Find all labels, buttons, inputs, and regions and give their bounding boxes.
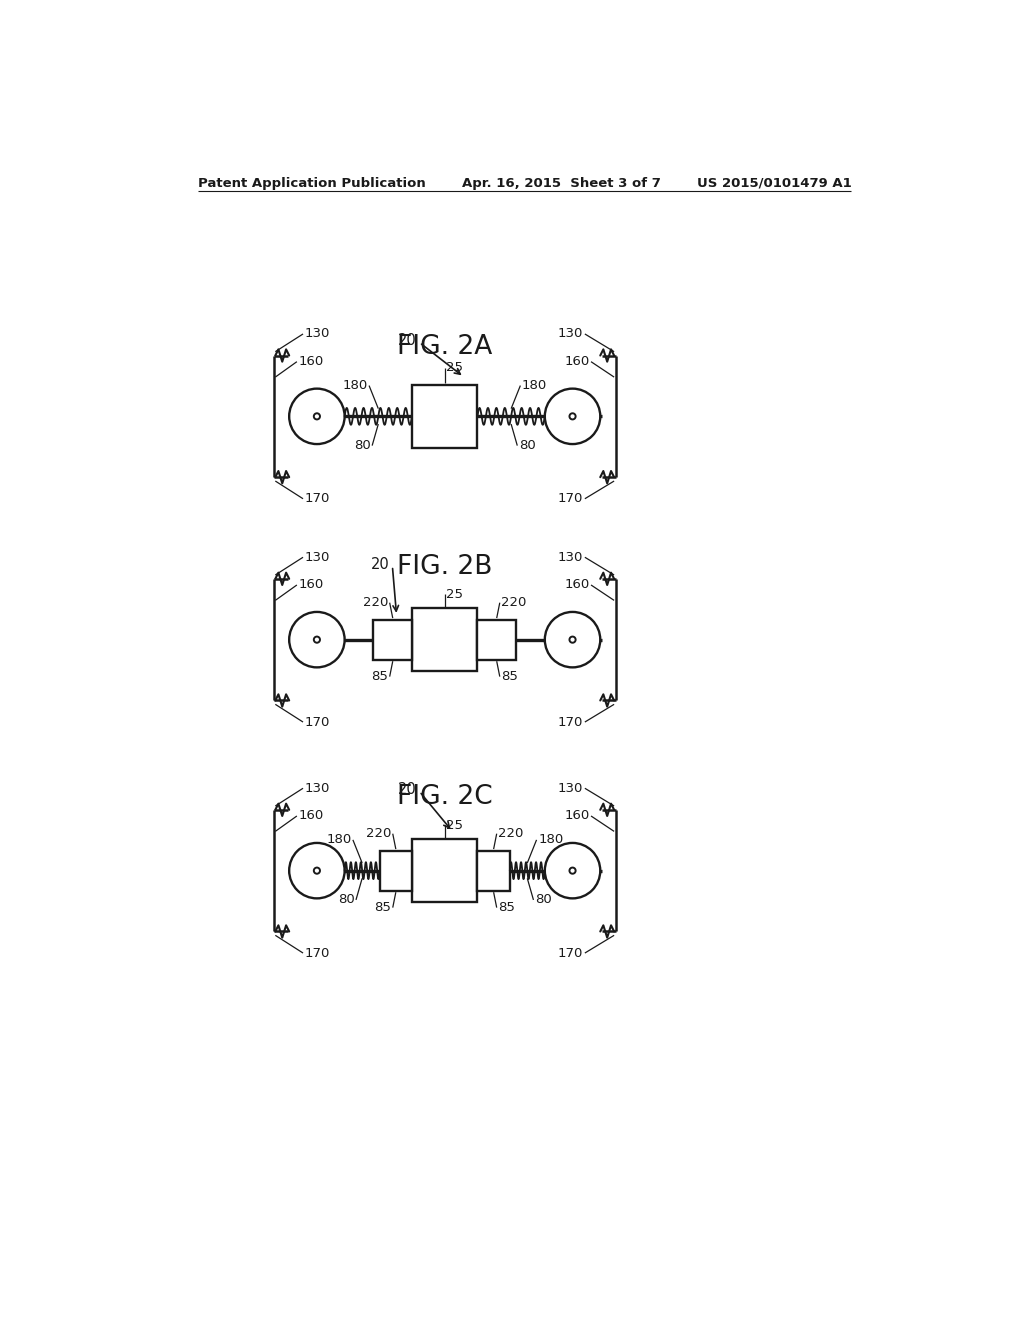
- Circle shape: [569, 867, 575, 874]
- Text: 25: 25: [446, 362, 463, 375]
- Text: 160: 160: [564, 809, 590, 822]
- Text: Apr. 16, 2015  Sheet 3 of 7: Apr. 16, 2015 Sheet 3 of 7: [462, 177, 660, 190]
- Text: 20: 20: [371, 557, 389, 572]
- Text: 85: 85: [372, 671, 388, 684]
- Circle shape: [313, 636, 319, 643]
- Text: 85: 85: [502, 671, 518, 684]
- Text: 170: 170: [304, 715, 330, 729]
- Text: 80: 80: [519, 440, 536, 453]
- Text: 130: 130: [558, 781, 584, 795]
- Text: 160: 160: [298, 809, 324, 822]
- Bar: [412, 840, 477, 903]
- Text: 20: 20: [397, 334, 416, 348]
- Bar: [477, 619, 516, 660]
- Text: 130: 130: [304, 550, 330, 564]
- Text: 180: 180: [522, 379, 547, 392]
- Circle shape: [313, 413, 319, 420]
- Text: 20: 20: [397, 783, 416, 797]
- Text: 160: 160: [298, 355, 324, 368]
- Text: 220: 220: [366, 828, 391, 841]
- Circle shape: [289, 612, 345, 668]
- Text: 85: 85: [375, 902, 391, 915]
- Circle shape: [289, 843, 345, 899]
- Text: 80: 80: [535, 894, 552, 907]
- Text: 130: 130: [558, 550, 584, 564]
- Text: 170: 170: [558, 492, 584, 506]
- Text: 160: 160: [564, 578, 590, 591]
- Text: FIG. 2B: FIG. 2B: [397, 553, 493, 579]
- Circle shape: [545, 612, 600, 668]
- Text: 25: 25: [446, 587, 463, 601]
- Text: 130: 130: [304, 781, 330, 795]
- Text: FIG. 2A: FIG. 2A: [397, 334, 493, 360]
- Text: 170: 170: [304, 946, 330, 960]
- Text: 170: 170: [304, 492, 330, 506]
- Text: 170: 170: [558, 715, 584, 729]
- Text: Patent Application Publication: Patent Application Publication: [199, 177, 426, 190]
- Text: 80: 80: [354, 440, 371, 453]
- Text: 160: 160: [298, 578, 324, 591]
- Circle shape: [313, 867, 319, 874]
- Circle shape: [289, 388, 345, 444]
- Text: 80: 80: [338, 894, 354, 907]
- Bar: [477, 850, 510, 891]
- Bar: [412, 385, 477, 447]
- Text: 220: 220: [362, 597, 388, 610]
- Text: 130: 130: [558, 327, 584, 341]
- Text: 170: 170: [558, 946, 584, 960]
- Bar: [374, 619, 412, 660]
- Text: FIG. 2C: FIG. 2C: [397, 784, 493, 810]
- Text: 180: 180: [538, 833, 563, 846]
- Text: 130: 130: [304, 327, 330, 341]
- Text: 25: 25: [446, 818, 463, 832]
- Text: 180: 180: [326, 833, 351, 846]
- Text: 160: 160: [564, 355, 590, 368]
- Circle shape: [545, 388, 600, 444]
- Text: US 2015/0101479 A1: US 2015/0101479 A1: [696, 177, 851, 190]
- Bar: [412, 609, 477, 671]
- Bar: [380, 850, 412, 891]
- Text: 220: 220: [502, 597, 526, 610]
- Circle shape: [569, 413, 575, 420]
- Text: 85: 85: [499, 902, 515, 915]
- Circle shape: [545, 843, 600, 899]
- Circle shape: [569, 636, 575, 643]
- Text: 220: 220: [499, 828, 523, 841]
- Text: 180: 180: [342, 379, 368, 392]
